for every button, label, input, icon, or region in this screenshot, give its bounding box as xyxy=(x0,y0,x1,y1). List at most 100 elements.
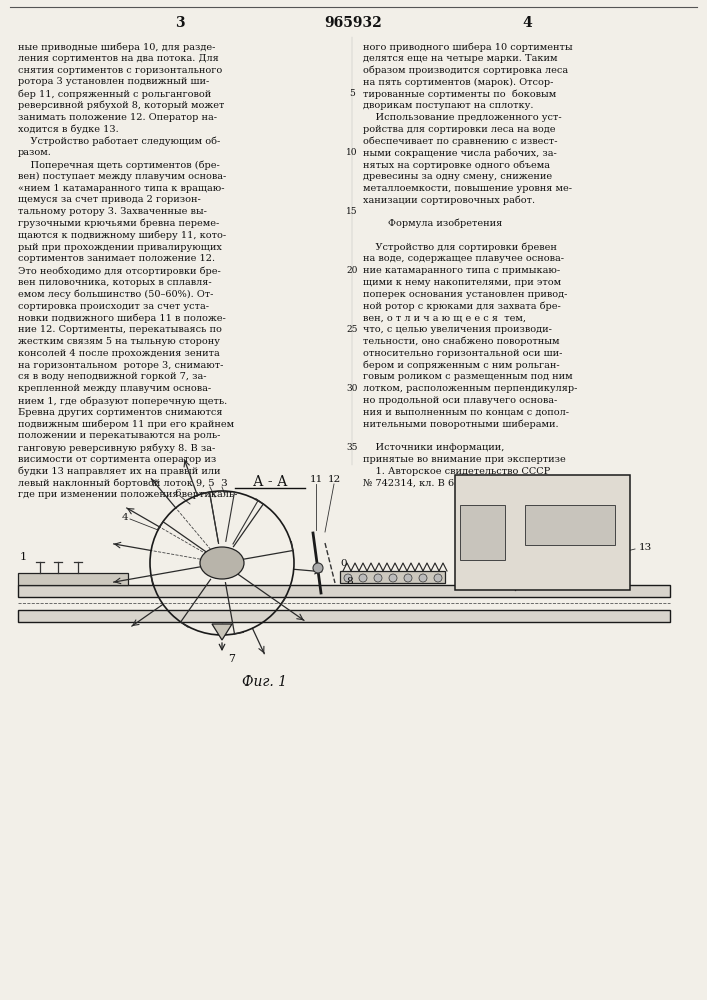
Circle shape xyxy=(313,563,323,573)
Text: 6: 6 xyxy=(175,489,181,498)
Text: 4: 4 xyxy=(522,16,532,30)
Text: вен пиловочника, которых в сплавля-: вен пиловочника, которых в сплавля- xyxy=(18,278,211,287)
Text: новки подвижного шибера 11 в положе-: новки подвижного шибера 11 в положе- xyxy=(18,313,226,323)
Text: ления сортиментов на два потока. Для: ления сортиментов на два потока. Для xyxy=(18,54,218,63)
Text: относительно горизонтальной оси ши-: относительно горизонтальной оси ши- xyxy=(363,349,562,358)
Bar xyxy=(460,505,505,560)
Text: Использование предложенного уст-: Использование предложенного уст- xyxy=(363,113,561,122)
Text: рый при прохождении привалирующих: рый при прохождении привалирующих xyxy=(18,243,222,252)
Text: разом.: разом. xyxy=(18,148,52,157)
Text: бером и сопряженным с ним рольган-: бером и сопряженным с ним рольган- xyxy=(363,361,560,370)
Text: будки 13 направляет их на правый или: будки 13 направляет их на правый или xyxy=(18,467,221,476)
Text: тальному ротору 3. Захваченные вы-: тальному ротору 3. Захваченные вы- xyxy=(18,207,207,216)
Text: 4: 4 xyxy=(122,512,128,522)
Circle shape xyxy=(404,574,412,582)
Text: 3: 3 xyxy=(175,16,185,30)
Text: ние 12. Сортименты, перекатываясь по: ние 12. Сортименты, перекатываясь по xyxy=(18,325,222,334)
Text: ние катамаранного типа с примыкаю-: ние катамаранного типа с примыкаю- xyxy=(363,266,560,275)
Text: делятся еще на четыре марки. Таким: делятся еще на четыре марки. Таким xyxy=(363,54,558,63)
Text: лотком, расположенным перпендикуляр-: лотком, расположенным перпендикуляр- xyxy=(363,384,578,393)
Text: жестким связям 5 на тыльную сторону: жестким связям 5 на тыльную сторону xyxy=(18,337,220,346)
Text: принятые во внимание при экспертизе: принятые во внимание при экспертизе xyxy=(363,455,566,464)
Text: ганговую реверсивную рябуху 8. В за-: ганговую реверсивную рябуху 8. В за- xyxy=(18,443,215,453)
Text: занимать положение 12. Оператор на-: занимать положение 12. Оператор на- xyxy=(18,113,217,122)
Text: образом производится сортировка леса: образом производится сортировка леса xyxy=(363,66,568,75)
Text: № 742314, кл. В 65 G 69/20, 05.07.80.: № 742314, кл. В 65 G 69/20, 05.07.80. xyxy=(363,479,554,488)
Text: что, с целью увеличения производи-: что, с целью увеличения производи- xyxy=(363,325,552,334)
Text: ротора 3 установлен подвижный ши-: ротора 3 установлен подвижный ши- xyxy=(18,77,209,86)
Text: на воде, содержащее плавучее основа-: на воде, содержащее плавучее основа- xyxy=(363,254,564,263)
Polygon shape xyxy=(212,624,232,640)
Text: Это необходимо для отсортировки бре-: Это необходимо для отсортировки бре- xyxy=(18,266,221,276)
Text: ными сокращение числа рабочих, за-: ными сокращение числа рабочих, за- xyxy=(363,148,556,158)
Text: нятых на сортировке одного объема: нятых на сортировке одного объема xyxy=(363,160,550,169)
Text: положении и перекатываются на роль-: положении и перекатываются на роль- xyxy=(18,431,221,440)
Circle shape xyxy=(374,574,382,582)
Text: говым роликом с размещенным под ним: говым роликом с размещенным под ним xyxy=(363,372,573,381)
Text: Устройство работает следующим об-: Устройство работает следующим об- xyxy=(18,136,221,146)
Text: металлоемкости, повышение уровня ме-: металлоемкости, повышение уровня ме- xyxy=(363,184,572,193)
Text: щемуся за счет привода 2 горизон-: щемуся за счет привода 2 горизон- xyxy=(18,195,201,204)
Text: нием 1, где образуют поперечную щеть.: нием 1, где образуют поперечную щеть. xyxy=(18,396,227,406)
Text: 1. Авторское свидетельство СССР: 1. Авторское свидетельство СССР xyxy=(363,467,550,476)
Text: ного приводного шибера 10 сортименты: ного приводного шибера 10 сортименты xyxy=(363,42,573,51)
Text: «нием 1 катамаранного типа к вращаю-: «нием 1 катамаранного типа к вращаю- xyxy=(18,184,225,193)
Text: ханизации сортировочных работ.: ханизации сортировочных работ. xyxy=(363,195,535,205)
Text: емом лесу большинство (50–60%). От-: емом лесу большинство (50–60%). От- xyxy=(18,290,214,299)
Text: щаются к подвижному шиберу 11, кото-: щаются к подвижному шиберу 11, кото- xyxy=(18,231,226,240)
Text: вен) поступает между плавучим основа-: вен) поступает между плавучим основа- xyxy=(18,172,226,181)
Text: крепленной между плавучим основа-: крепленной между плавучим основа- xyxy=(18,384,211,393)
Text: 12: 12 xyxy=(327,476,341,485)
Text: ходится в будке 13.: ходится в будке 13. xyxy=(18,125,119,134)
Circle shape xyxy=(359,574,367,582)
Text: вен, о т л и ч а ю щ е е с я  тем,: вен, о т л и ч а ю щ е е с я тем, xyxy=(363,313,526,322)
Text: 965932: 965932 xyxy=(324,16,382,30)
Text: дворикам поступают на сплотку.: дворикам поступают на сплотку. xyxy=(363,101,534,110)
Bar xyxy=(18,610,670,622)
Bar xyxy=(455,475,630,590)
Text: снятия сортиментов с горизонтального: снятия сортиментов с горизонтального xyxy=(18,66,222,75)
Text: 25: 25 xyxy=(346,325,358,334)
Ellipse shape xyxy=(200,547,244,579)
Text: ные приводные шибера 10, для разде-: ные приводные шибера 10, для разде- xyxy=(18,42,216,51)
Text: 13: 13 xyxy=(638,542,652,552)
Circle shape xyxy=(434,574,442,582)
Text: но продольной оси плавучего основа-: но продольной оси плавучего основа- xyxy=(363,396,557,405)
Circle shape xyxy=(419,574,427,582)
Text: Формула изобретения: Формула изобретения xyxy=(363,219,502,229)
Text: висимости от сортимента оператор из: висимости от сортимента оператор из xyxy=(18,455,216,464)
Text: 10: 10 xyxy=(346,148,358,157)
Text: на пять сортиментов (марок). Отсор-: на пять сортиментов (марок). Отсор- xyxy=(363,77,554,87)
Text: Устройство для сортировки бревен: Устройство для сортировки бревен xyxy=(363,243,557,252)
Text: ройства для сортировки леса на воде: ройства для сортировки леса на воде xyxy=(363,125,556,134)
Text: ной ротор с крюками для захвата бре-: ной ротор с крюками для захвата бре- xyxy=(363,302,561,311)
Text: бер 11, сопряженный с рольганговой: бер 11, сопряженный с рольганговой xyxy=(18,89,211,99)
Text: на горизонтальном  роторе 3, снимают-: на горизонтальном роторе 3, снимают- xyxy=(18,361,223,370)
Text: 15: 15 xyxy=(346,207,358,216)
Text: 5  3: 5 3 xyxy=(208,480,228,488)
Text: щими к нему накопителями, при этом: щими к нему накопителями, при этом xyxy=(363,278,561,287)
Text: поперек основания установлен привод-: поперек основания установлен привод- xyxy=(363,290,568,299)
Text: Бревна других сортиментов снимаются: Бревна других сортиментов снимаются xyxy=(18,408,223,417)
Text: нительными поворотными шиберами.: нительными поворотными шиберами. xyxy=(363,420,559,429)
Bar xyxy=(525,505,615,545)
Text: 30: 30 xyxy=(346,384,358,393)
Text: 35: 35 xyxy=(346,443,358,452)
Bar xyxy=(18,573,128,585)
Text: консолей 4 после прохождения зенита: консолей 4 после прохождения зенита xyxy=(18,349,220,358)
Text: древесины за одну смену, снижение: древесины за одну смену, снижение xyxy=(363,172,552,181)
Text: ся в воду неподвижной горкой 7, за-: ся в воду неподвижной горкой 7, за- xyxy=(18,372,206,381)
Text: тельности, оно снабжено поворотным: тельности, оно снабжено поворотным xyxy=(363,337,559,347)
Text: обеспечивает по сравнению с извест-: обеспечивает по сравнению с извест- xyxy=(363,136,558,146)
Text: А - А: А - А xyxy=(252,475,287,489)
Text: реверсивной рябухой 8, который может: реверсивной рябухой 8, который может xyxy=(18,101,224,110)
Text: 7: 7 xyxy=(228,654,235,664)
Text: 5: 5 xyxy=(349,89,355,98)
Bar xyxy=(18,585,670,597)
Text: Поперечная щеть сортиментов (бре-: Поперечная щеть сортиментов (бре- xyxy=(18,160,220,169)
Bar xyxy=(340,571,445,583)
Text: где при изменении положения вертикаль-: где при изменении положения вертикаль- xyxy=(18,490,238,499)
Text: сортировка происходит за счет уста-: сортировка происходит за счет уста- xyxy=(18,302,209,311)
Text: Фиг. 1: Фиг. 1 xyxy=(243,675,288,689)
Text: Источники информации,: Источники информации, xyxy=(363,443,504,452)
